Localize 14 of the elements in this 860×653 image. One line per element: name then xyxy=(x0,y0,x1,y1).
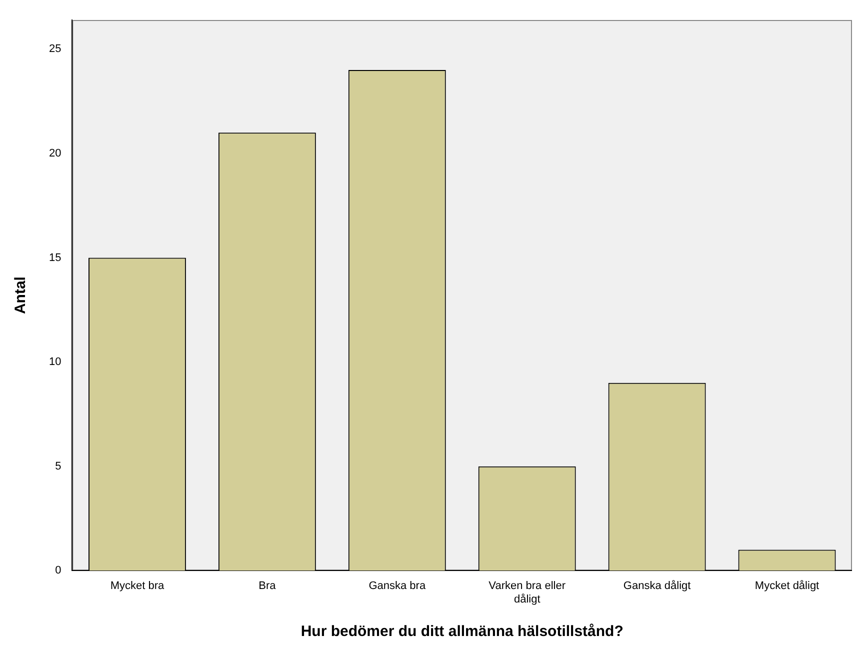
y-tick-label: 20 xyxy=(48,148,62,160)
x-axis-title: Hur bedömer du ditt allmänna hälsotillstånd? xyxy=(300,623,624,640)
y-tick-label: 0 xyxy=(55,564,62,577)
x-tick-label: Ganska dåligt xyxy=(623,580,691,592)
y-axis-title: Antal xyxy=(12,276,30,314)
y-tick-label: 10 xyxy=(48,356,62,368)
x-tick-label: Varken bra eller dåligt xyxy=(488,580,566,606)
x-tick-label: Mycket bra xyxy=(110,580,165,592)
y-tick-label: 15 xyxy=(48,252,62,264)
x-tick-label: Bra xyxy=(258,580,277,592)
x-tick-label: Mycket dåligt xyxy=(754,580,820,592)
x-tick-label: Ganska bra xyxy=(368,580,426,592)
y-tick-label: 25 xyxy=(48,43,62,56)
y-tick-label: 5 xyxy=(55,460,62,472)
